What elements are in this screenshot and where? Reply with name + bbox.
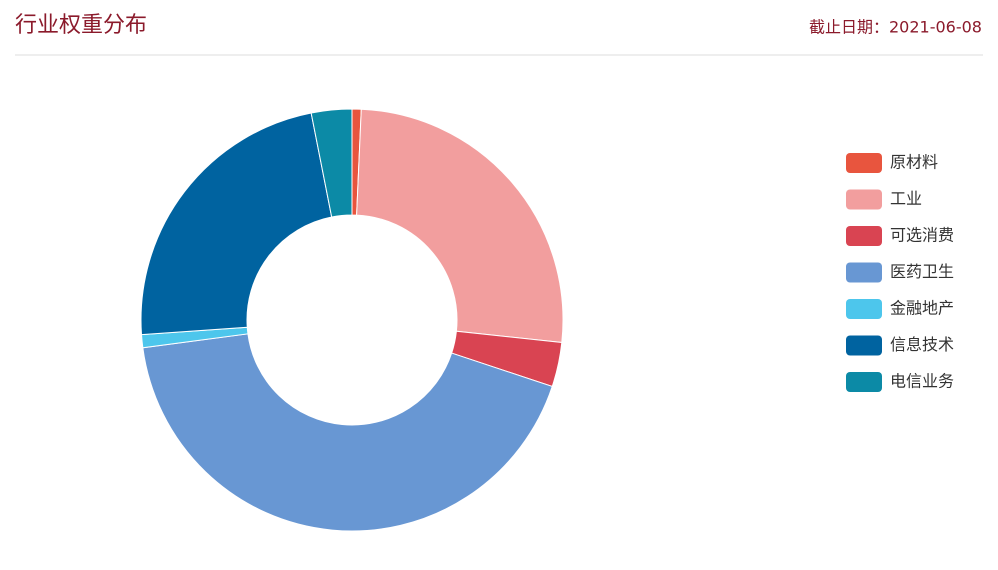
date-label: 截止日期：2021-06-08 [809, 18, 982, 37]
legend-swatch [846, 299, 882, 319]
legend-swatch [846, 372, 882, 392]
donut-slice [310, 108, 353, 218]
legend-swatch [846, 189, 882, 210]
legend-swatch [846, 226, 882, 246]
legend-swatch [846, 262, 882, 283]
legend-swatch [846, 153, 882, 173]
legend-label: 金融地产 [890, 299, 954, 318]
donut-slice [356, 108, 564, 344]
legend-label: 工业 [890, 189, 922, 208]
legend-label: 原材料 [890, 153, 938, 172]
donut-slice [140, 112, 333, 336]
legend-swatch [846, 335, 882, 356]
legend-label: 信息技术 [890, 335, 954, 354]
chart-title: 行业权重分布 [15, 13, 147, 38]
legend-label: 医药卫生 [890, 262, 954, 281]
legend-label: 可选消费 [890, 226, 954, 245]
legend-label: 电信业务 [890, 372, 954, 391]
donut-slice [142, 333, 553, 532]
